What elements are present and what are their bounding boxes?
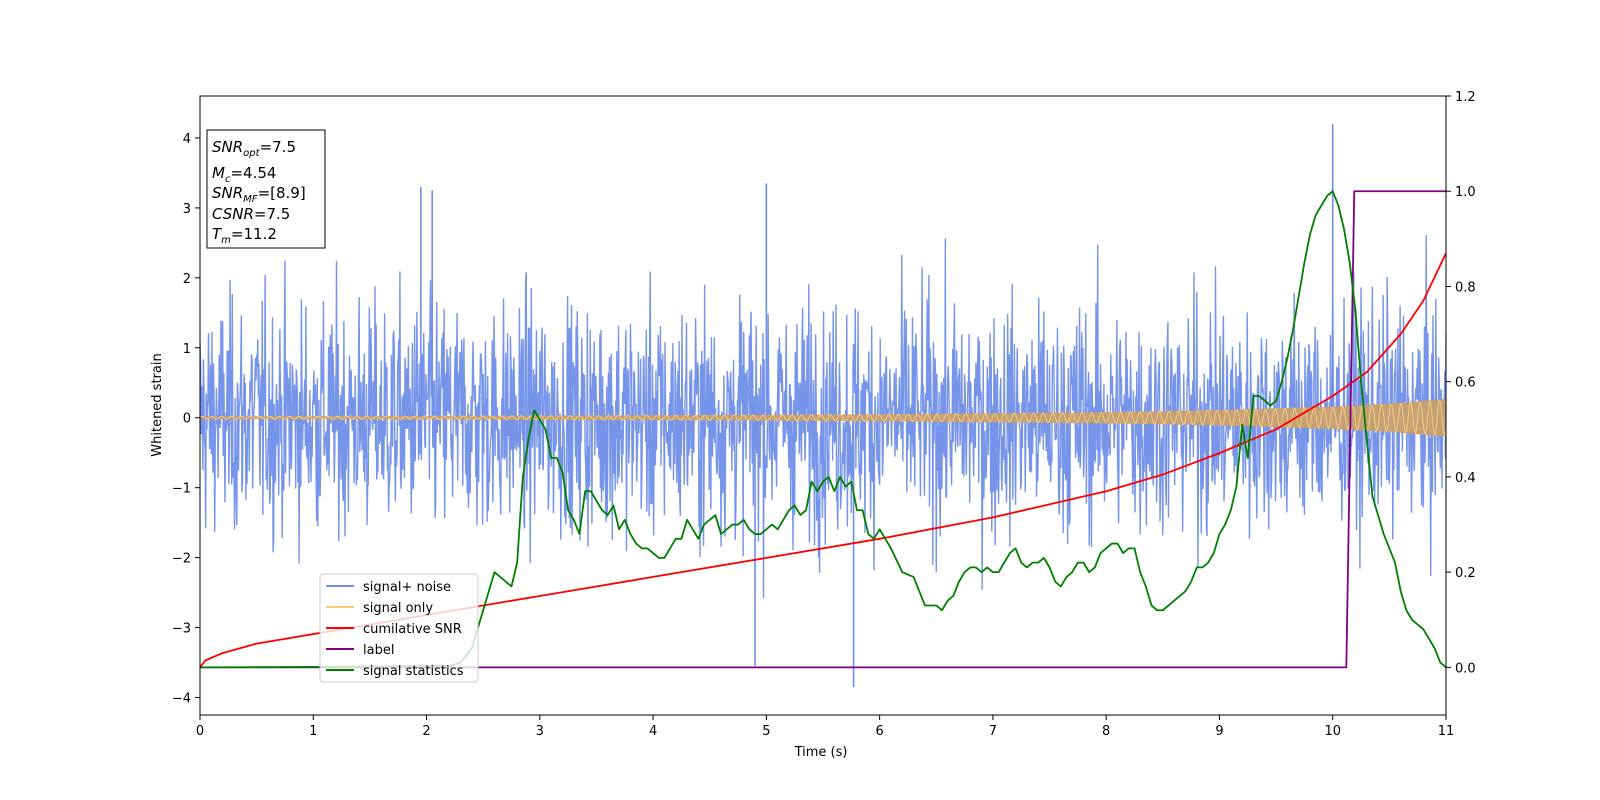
signal-noise-series [200,123,1446,688]
legend-label: label [363,643,394,658]
y-axis-right: 0.0 0.2 0.4 0.6 0.8 1.0 1.2 [1446,90,1476,676]
label-line [200,190,1446,669]
legend-label: cumilative SNR [363,622,462,637]
signal-only-line [200,399,1446,437]
y-tick-label: 1 [183,342,191,357]
y-tick-label: 3 [183,202,191,217]
x-tick-label: 11 [1438,724,1455,739]
legend-label: signal only [363,601,433,616]
y2-tick-label: 0.0 [1455,661,1476,676]
legend-label: signal+ noise [363,580,451,595]
x-tick-label: 2 [422,724,430,739]
y2-tick-label: 0.6 [1455,376,1476,391]
signal-only-series [200,398,1446,437]
y2-tick-label: 0.8 [1455,280,1476,295]
annotation-tm: Tm=11.2 [212,225,277,246]
x-tick-label: 9 [1215,724,1223,739]
annotation-frame [206,129,326,249]
x-axis-label: Time (s) [794,745,848,760]
x-tick-label: 1 [309,724,317,739]
legend-label: signal statistics [363,664,464,679]
x-tick-label: 3 [536,724,544,739]
y-tick-label: −4 [172,692,191,707]
label-series [200,190,1446,669]
signal-statistics-series [200,190,1446,669]
y-tick-label: 2 [183,272,191,287]
y-tick-label: −3 [172,622,191,637]
x-tick-label: 5 [762,724,770,739]
y2-tick-label: 0.4 [1455,471,1476,486]
legend-frame [319,573,479,683]
x-axis: 0 1 2 3 4 5 6 7 8 9 10 11 [196,715,1454,739]
y-tick-label: −2 [172,552,191,567]
x-tick-label: 8 [1102,724,1110,739]
annotation-mc: Mc=4.54 [212,164,276,185]
y2-tick-label: 0.2 [1455,566,1476,581]
annotation-csnr: CSNR=7.5 [212,205,290,223]
y-axis-label: Whitened strain [150,353,165,456]
annotation-box: SNRopt=7.5 Mc=4.54 SNRMF=[8.9] CSNR=7.5 … [206,129,326,249]
x-tick-label: 6 [875,724,883,739]
y-tick-label: 0 [183,412,191,427]
y-axis-left: −4 −3 −2 −1 0 1 2 3 4 [172,132,200,707]
x-tick-label: 10 [1324,724,1341,739]
legend: signal+ noise signal only cumilative SNR la… [319,573,479,683]
signal-noise-line [200,234,1446,598]
y-tick-label: −1 [172,482,191,497]
x-tick-label: 7 [989,724,997,739]
plot-frame [199,95,1447,716]
y-tick-label: 4 [183,132,191,147]
signal-statistics-line [200,190,1446,669]
annotation-snr-mf: SNRMF=[8.9] [212,184,306,205]
y2-tick-label: 1.0 [1455,185,1476,200]
x-tick-label: 0 [196,724,204,739]
y2-tick-label: 1.2 [1455,90,1476,105]
x-tick-label: 4 [649,724,657,739]
annotation-snr-opt: SNRopt=7.5 [212,138,296,159]
